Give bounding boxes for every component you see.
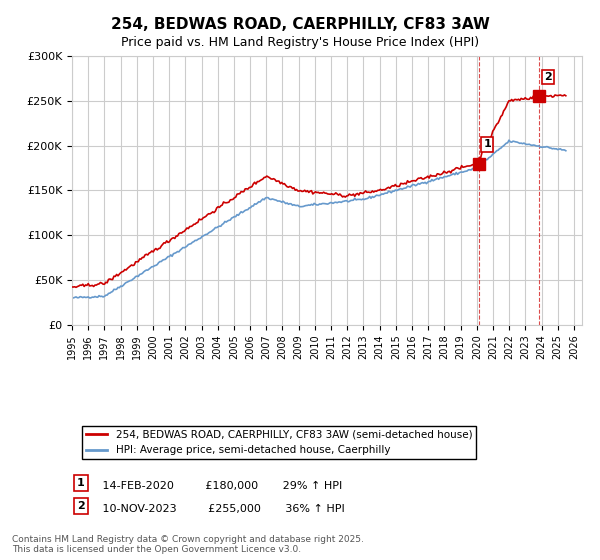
Text: Price paid vs. HM Land Registry's House Price Index (HPI): Price paid vs. HM Land Registry's House … xyxy=(121,36,479,49)
Text: 14-FEB-2020         £180,000       29% ↑ HPI: 14-FEB-2020 £180,000 29% ↑ HPI xyxy=(92,481,343,491)
Text: 10-NOV-2023         £255,000       36% ↑ HPI: 10-NOV-2023 £255,000 36% ↑ HPI xyxy=(92,504,345,514)
Text: 1: 1 xyxy=(77,478,85,488)
Text: 2: 2 xyxy=(77,501,85,511)
Text: 1: 1 xyxy=(484,139,491,150)
Text: Contains HM Land Registry data © Crown copyright and database right 2025.
This d: Contains HM Land Registry data © Crown c… xyxy=(12,535,364,554)
Text: 2: 2 xyxy=(544,72,552,82)
Text: 254, BEDWAS ROAD, CAERPHILLY, CF83 3AW: 254, BEDWAS ROAD, CAERPHILLY, CF83 3AW xyxy=(110,17,490,32)
Legend: 254, BEDWAS ROAD, CAERPHILLY, CF83 3AW (semi-detached house), HPI: Average price: 254, BEDWAS ROAD, CAERPHILLY, CF83 3AW (… xyxy=(82,426,476,459)
